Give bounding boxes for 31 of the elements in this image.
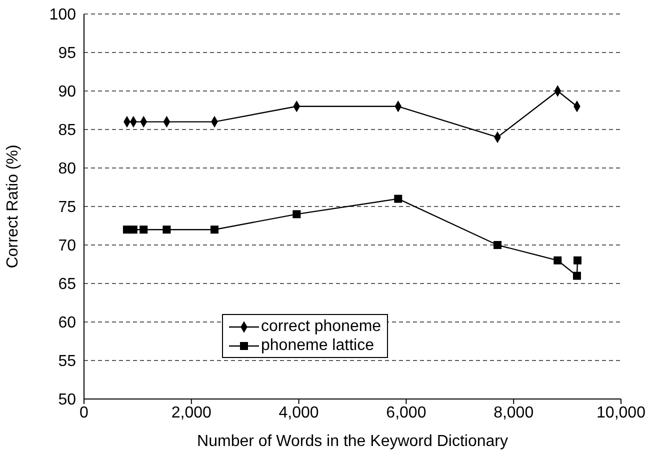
point <box>493 241 502 249</box>
x-tick-label: 6,000 <box>386 404 426 422</box>
y-tick-label: 85 <box>58 122 76 140</box>
point <box>162 226 171 234</box>
point <box>210 226 218 234</box>
y-tick-label: 55 <box>58 353 76 370</box>
y-tick-label: 75 <box>58 199 76 216</box>
y-tick-label: 95 <box>58 45 76 62</box>
y-tick-label: 100 <box>49 6 76 24</box>
x-tick-label: 2,000 <box>171 404 212 422</box>
point <box>554 256 562 264</box>
point <box>129 226 138 234</box>
y-tick-label: 90 <box>58 84 76 101</box>
x-axis-title: Number of Words in the Keyword Dictionary <box>197 433 508 450</box>
legend-label: phoneme lattice <box>261 336 374 355</box>
point <box>574 256 582 264</box>
point <box>394 194 402 203</box>
y-tick-label: 70 <box>58 238 76 255</box>
x-tick-label: 8,000 <box>494 404 534 422</box>
point <box>572 272 581 280</box>
y-axis-title: Correct Ratio (%) <box>4 144 22 268</box>
y-tick-label: 60 <box>58 314 76 332</box>
y-tick-label: 65 <box>58 276 76 294</box>
legend-label: correct phoneme <box>261 317 382 336</box>
point <box>292 210 301 218</box>
x-tick-label: 4,000 <box>278 404 319 422</box>
y-tick-label: 80 <box>58 160 76 178</box>
y-tick-label: 50 <box>58 392 76 409</box>
point <box>140 226 148 234</box>
x-tick-label: 0 <box>80 404 89 422</box>
x-tick-label: 10,000 <box>596 404 646 422</box>
